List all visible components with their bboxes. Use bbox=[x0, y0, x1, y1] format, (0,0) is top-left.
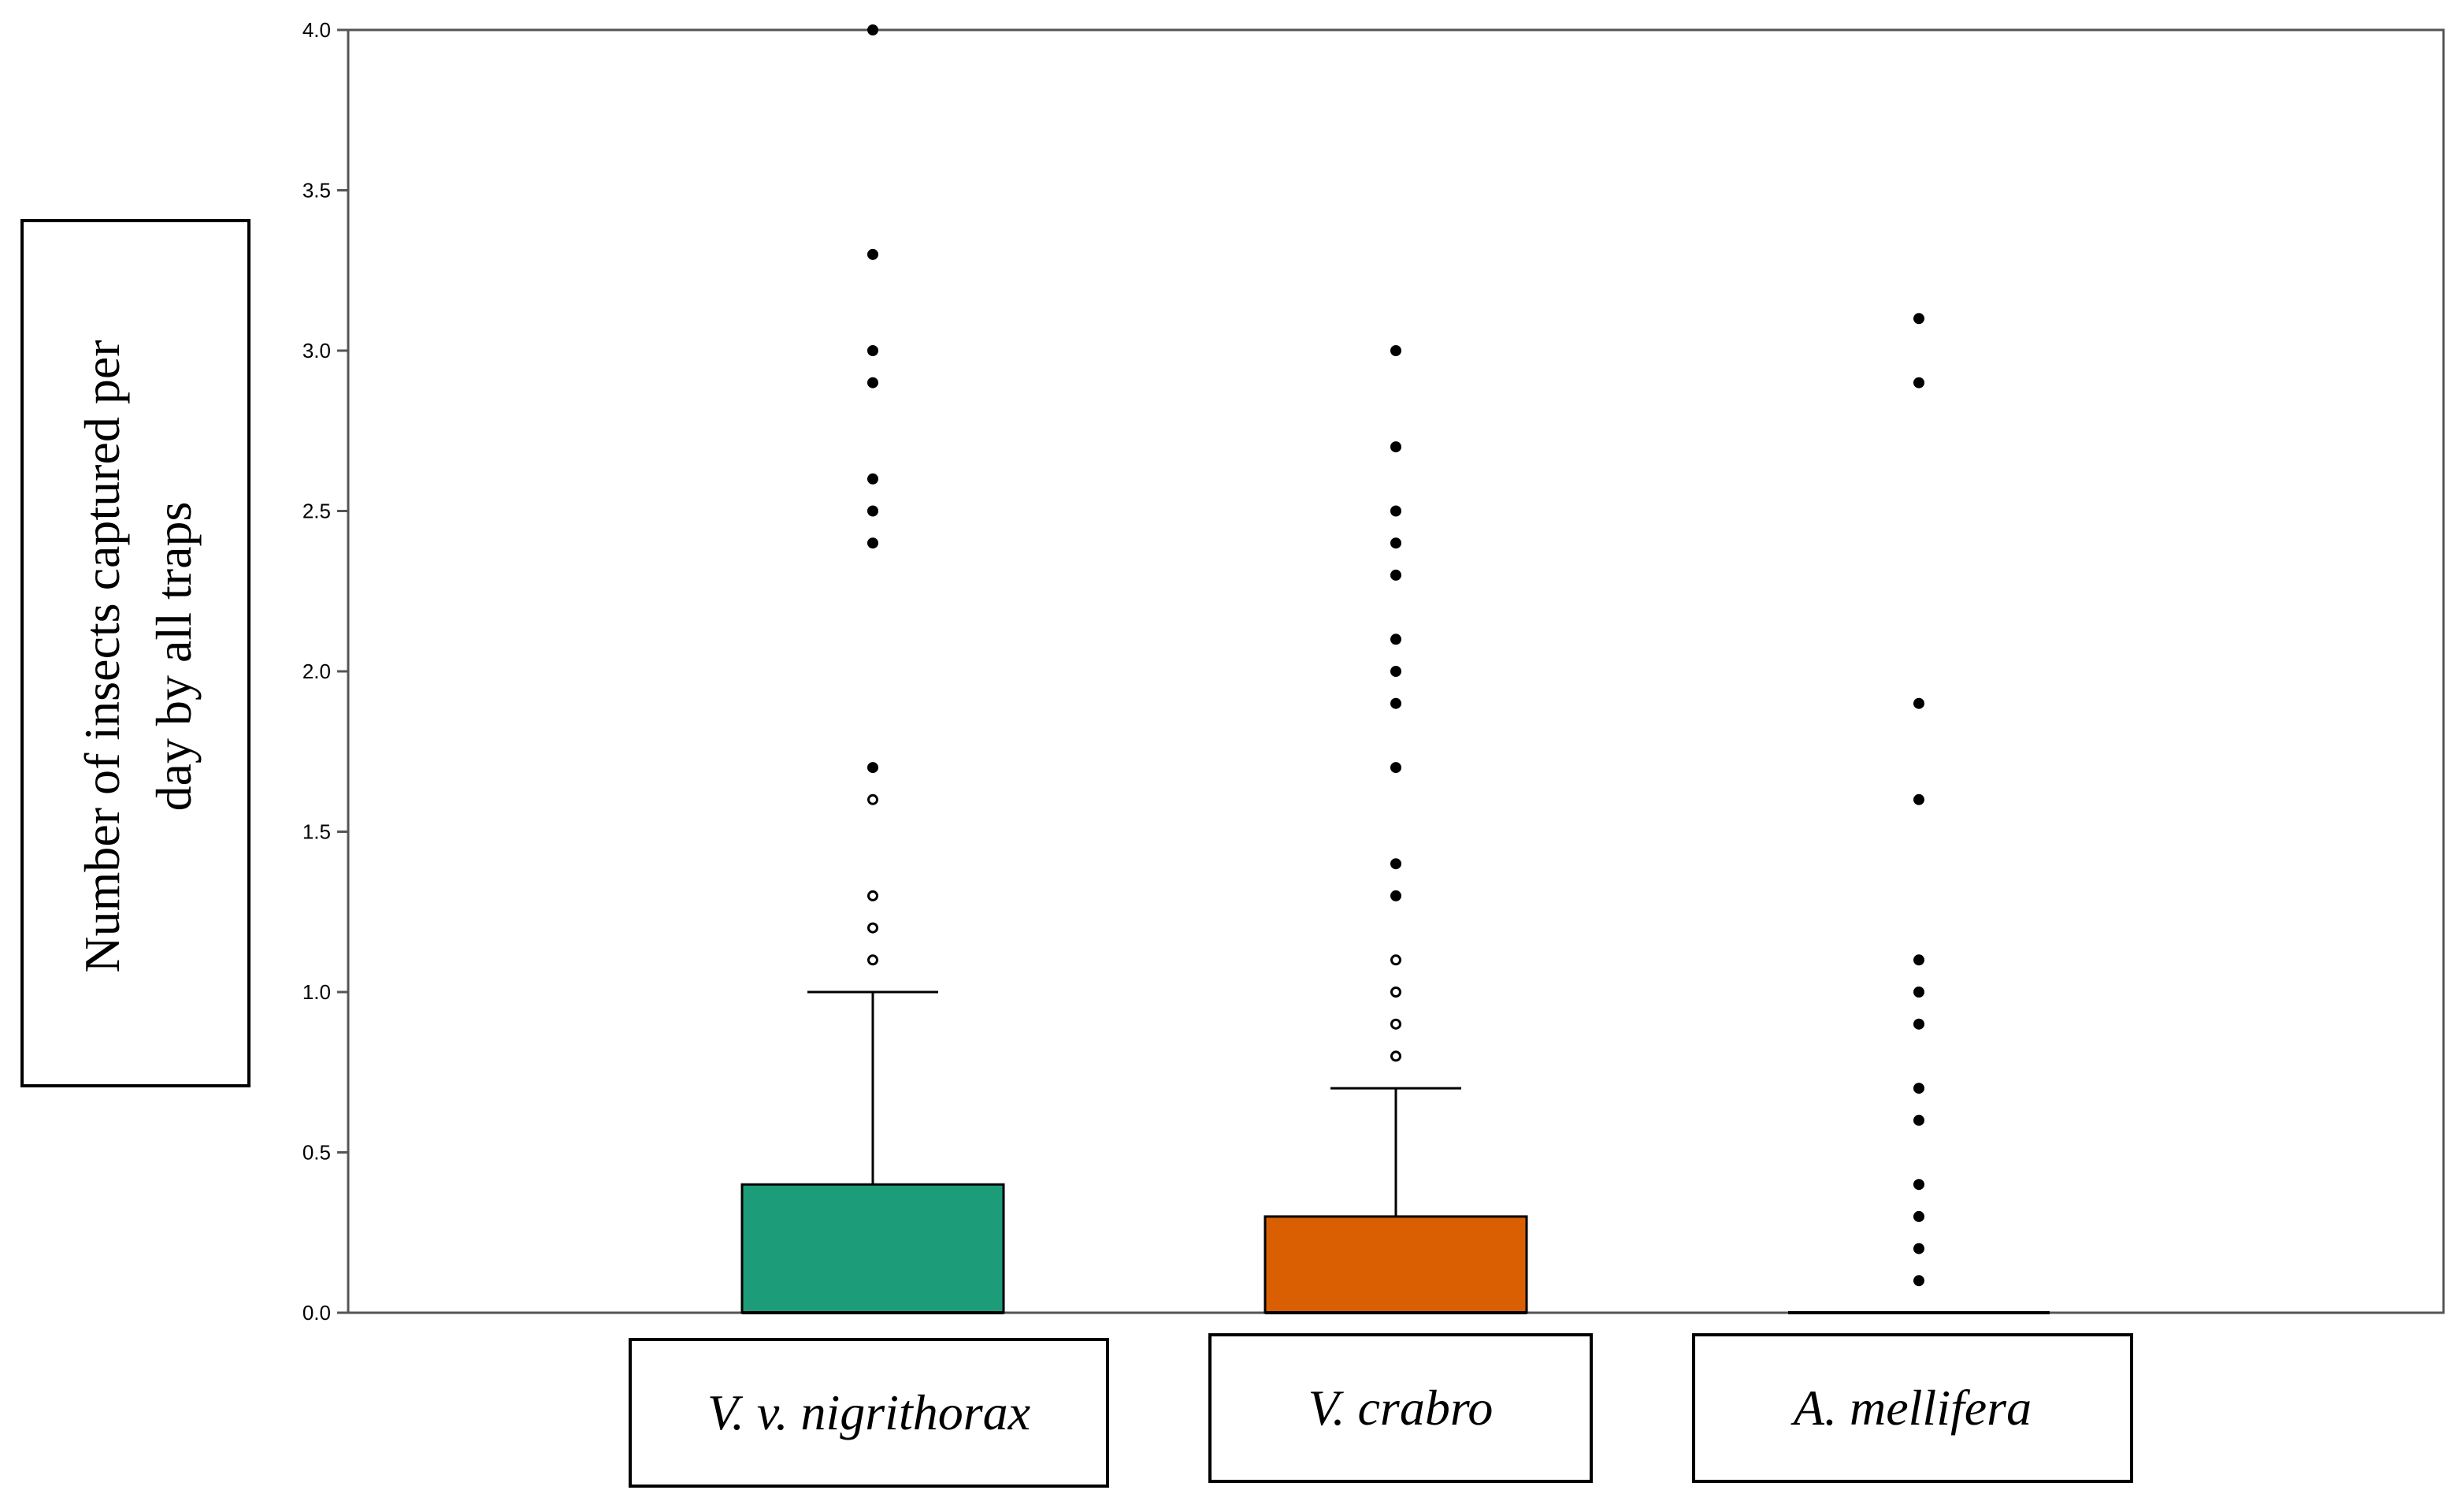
category-box-a-mellifera: A. mellifera bbox=[1692, 1333, 2133, 1483]
extreme-point bbox=[1913, 793, 1924, 805]
category-label: V. v. nigrithorax bbox=[707, 1384, 1031, 1440]
y-axis-label: Number of insects captured per day by al… bbox=[67, 239, 210, 1074]
box-group bbox=[740, 24, 1005, 1314]
y-tick-label: 4.0 bbox=[302, 18, 331, 42]
outlier-point bbox=[867, 922, 878, 934]
extreme-point bbox=[1390, 441, 1401, 453]
outlier-point bbox=[1390, 987, 1401, 998]
category-label: V. crabro bbox=[1308, 1380, 1494, 1436]
extreme-point bbox=[1913, 697, 1924, 709]
extreme-point bbox=[1390, 505, 1401, 517]
y-tick-label: 2.0 bbox=[302, 660, 331, 683]
extreme-point bbox=[867, 24, 878, 35]
extreme-point bbox=[1913, 1018, 1924, 1030]
y-axis-label-line-1: Number of insects captured per bbox=[74, 340, 131, 973]
extreme-point bbox=[1913, 1275, 1924, 1287]
extreme-point bbox=[1390, 634, 1401, 645]
box-group bbox=[1264, 345, 1528, 1314]
extreme-point bbox=[867, 377, 878, 388]
extreme-point bbox=[1390, 697, 1401, 709]
category-box-v-crabro: V. crabro bbox=[1208, 1333, 1593, 1483]
extreme-point bbox=[1913, 377, 1924, 388]
outlier-point bbox=[1390, 954, 1401, 966]
extreme-point bbox=[1913, 1210, 1924, 1222]
extreme-point bbox=[1390, 858, 1401, 870]
category-label: A. mellifera bbox=[1793, 1380, 2032, 1436]
y-tick-label: 3.0 bbox=[302, 339, 331, 362]
y-axis-label-box: Number of insects captured per day by al… bbox=[20, 219, 250, 1087]
extreme-point bbox=[867, 505, 878, 517]
extreme-point bbox=[1390, 537, 1401, 549]
extreme-point bbox=[1390, 345, 1401, 356]
box-group bbox=[1788, 313, 2050, 1314]
extreme-point bbox=[1913, 987, 1924, 998]
extreme-point bbox=[1390, 890, 1401, 901]
outlier-point bbox=[1390, 1018, 1401, 1030]
y-tick-label: 1.5 bbox=[302, 820, 331, 844]
y-tick-label: 2.5 bbox=[302, 500, 331, 523]
iqr-box bbox=[1264, 1215, 1528, 1314]
extreme-point bbox=[1913, 1179, 1924, 1191]
extreme-point bbox=[1913, 1243, 1924, 1254]
extreme-point bbox=[867, 345, 878, 356]
y-tick-label: 0.5 bbox=[302, 1141, 331, 1165]
extreme-point bbox=[867, 762, 878, 774]
outlier-point bbox=[867, 954, 878, 966]
extreme-point bbox=[1390, 762, 1401, 774]
extreme-point bbox=[1390, 569, 1401, 581]
extreme-point bbox=[1390, 666, 1401, 677]
extreme-point bbox=[1913, 313, 1924, 325]
outlier-point bbox=[867, 793, 878, 805]
extreme-point bbox=[1913, 1114, 1924, 1126]
extreme-point bbox=[867, 473, 878, 485]
category-box-v-v-nigrithorax: V. v. nigrithorax bbox=[629, 1338, 1109, 1488]
extreme-point bbox=[1913, 1083, 1924, 1094]
y-tick-label: 3.5 bbox=[302, 179, 331, 203]
y-axis-label-line-2: day by all traps bbox=[146, 501, 202, 812]
extreme-point bbox=[867, 537, 878, 549]
outlier-point bbox=[867, 890, 878, 901]
y-tick-label: 1.0 bbox=[302, 980, 331, 1004]
outlier-point bbox=[1390, 1050, 1401, 1062]
iqr-box bbox=[740, 1183, 1005, 1314]
extreme-point bbox=[867, 248, 878, 260]
extreme-point bbox=[1913, 954, 1924, 966]
y-tick-label: 0.0 bbox=[302, 1301, 331, 1325]
